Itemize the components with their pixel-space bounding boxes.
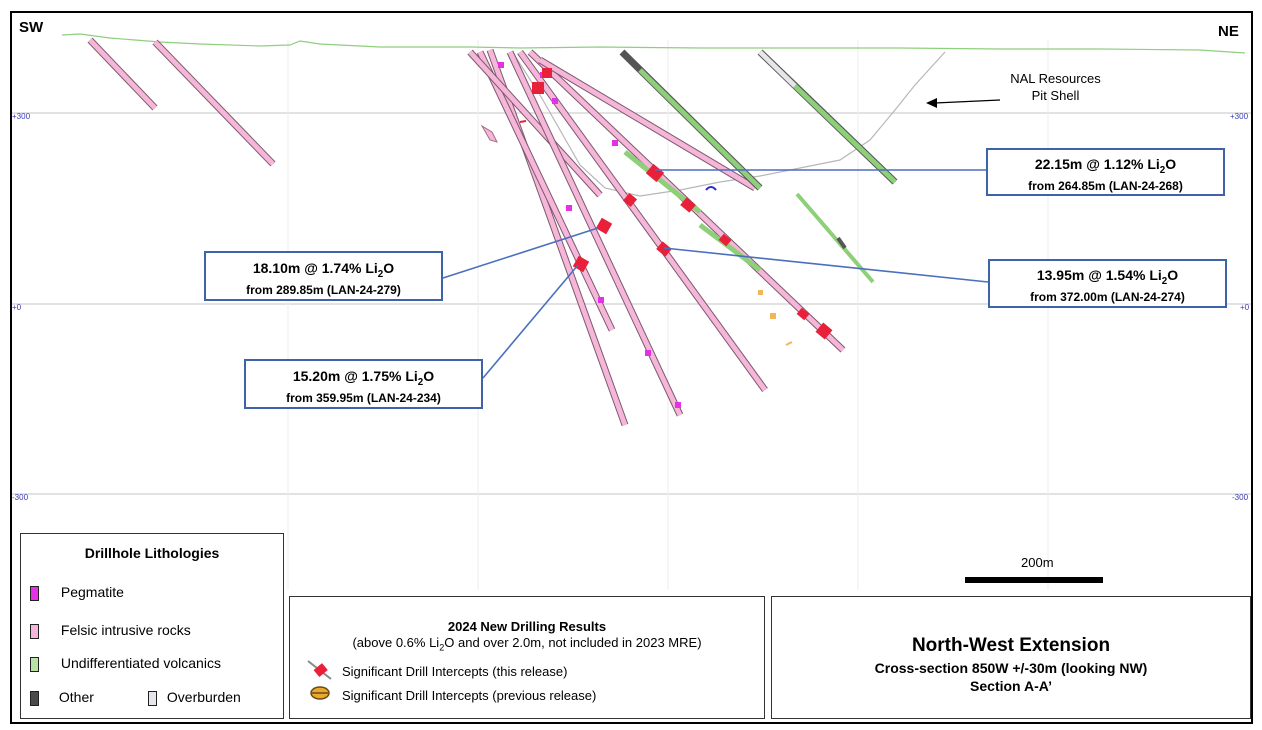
callout-from: from 289.85m (LAN-24-279)	[246, 282, 401, 297]
callout-interval: 15.20m @ 1.75% Li	[292, 368, 418, 384]
scale-bar	[965, 577, 1103, 583]
callout-interval-tail: O	[383, 260, 395, 276]
callout-interval-tail: O	[1165, 156, 1177, 172]
overburden-swatch	[148, 690, 157, 706]
sw-label: SW	[19, 19, 44, 36]
legend-label: Other	[58, 689, 94, 705]
pit-shell-label-line1: NAL Resources	[1010, 71, 1101, 86]
section-subtitle: Cross-section 850W +/-30m (looking NW)	[874, 660, 1148, 676]
callout-from: from 359.95m (LAN-24-234)	[286, 390, 441, 405]
results-title: 2024 New Drilling Results	[447, 619, 607, 634]
drillhole	[795, 192, 875, 284]
other-swatch	[30, 690, 39, 706]
ne-label: NE	[1218, 23, 1239, 40]
results-subtitle-b: O and over 2.0m, not included in 2023 MR…	[444, 635, 702, 650]
felsic-swatch	[30, 623, 39, 639]
pit-shell-line	[514, 51, 946, 197]
results-item-previous-release: Significant Drill Intercepts (previous r…	[342, 688, 597, 703]
results-subtitle: (above 0.6% Li2O and over 2.0m, not incl…	[352, 635, 702, 653]
section-name: Section A-A’	[970, 678, 1052, 694]
intercept-callout: 18.10m @ 1.74% Li2O from 289.85m (LAN-24…	[204, 251, 443, 301]
legend-label: Felsic intrusive rocks	[60, 622, 191, 638]
elevation-label-right-0: +0	[1240, 303, 1250, 312]
callout-interval: 13.95m @ 1.54% Li	[1036, 267, 1162, 283]
scale-bar-label: 200m	[1021, 555, 1054, 570]
elevation-label-right-minus300: -300	[1232, 493, 1249, 502]
intercept-callout: 22.15m @ 1.12% Li2O from 264.85m (LAN-24…	[986, 148, 1225, 196]
title-block: North-West Extension Cross-section 850W …	[771, 596, 1251, 719]
drilling-results-legend: 2024 New Drilling Results (above 0.6% Li…	[289, 596, 765, 719]
results-item-this-release: Significant Drill Intercepts (this relea…	[342, 664, 568, 679]
elevation-label-left-minus300: -300	[12, 493, 29, 502]
results-subtitle-a: (above 0.6% Li	[352, 635, 440, 650]
topography-line	[61, 33, 1246, 54]
elevation-label-left-300: +300	[12, 112, 31, 121]
drillholes	[87, 37, 898, 427]
legend-item-volcanics: Undifferentiated volcanics	[30, 655, 221, 672]
elevation-label-right-300: +300	[1230, 112, 1249, 121]
elevation-label-left-0: +0	[12, 303, 22, 312]
callout-from: from 264.85m (LAN-24-268)	[1028, 178, 1183, 193]
callout-interval: 22.15m @ 1.12% Li	[1034, 156, 1160, 172]
legend-item-pegmatite: Pegmatite	[30, 584, 124, 601]
lithology-legend: Drillhole Lithologies Pegmatite Felsic i…	[20, 533, 284, 719]
callout-from: from 372.00m (LAN-24-274)	[1030, 289, 1185, 304]
legend-item-other: Other	[30, 689, 94, 706]
legend-item-overburden: Overburden	[148, 689, 241, 706]
legend-label: Undifferentiated volcanics	[60, 655, 221, 671]
legend-item-felsic: Felsic intrusive rocks	[30, 622, 191, 639]
figure-frame	[10, 11, 1253, 724]
pit-shell-arrow	[926, 98, 1001, 108]
legend-label: Overburden	[166, 689, 241, 705]
volcanics-swatch	[30, 656, 39, 672]
intercept-callout: 13.95m @ 1.54% Li2O from 372.00m (LAN-24…	[988, 259, 1227, 308]
pegmatite-swatch	[30, 585, 39, 601]
callout-leaders	[442, 169, 989, 379]
section-title: North-West Extension	[911, 635, 1111, 656]
orange-intercept-icon	[310, 686, 330, 700]
red-intercept-icon	[307, 660, 332, 680]
callout-interval: 18.10m @ 1.74% Li	[252, 260, 378, 276]
pit-shell-label-line2: Pit Shell	[1031, 88, 1080, 103]
callout-interval-tail: O	[423, 368, 435, 384]
intercept-callout: 15.20m @ 1.75% Li2O from 359.95m (LAN-24…	[244, 359, 483, 409]
vertical-grid	[287, 40, 1049, 590]
legend-label: Pegmatite	[60, 584, 124, 600]
pit-shell-label: NAL Resources Pit Shell	[988, 70, 1123, 104]
callout-interval-tail: O	[1167, 267, 1179, 283]
legend-title: Drillhole Lithologies	[84, 545, 220, 561]
